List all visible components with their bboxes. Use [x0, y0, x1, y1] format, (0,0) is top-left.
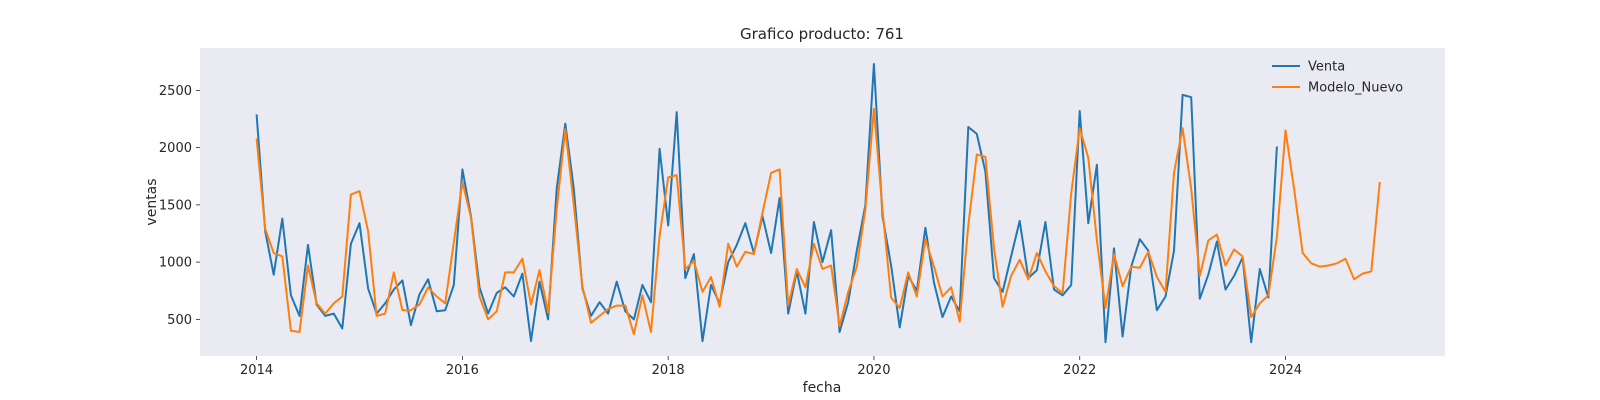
legend-entry: Modelo_Nuevo [1308, 81, 1403, 96]
x-tick-label: 2024 [1269, 363, 1302, 378]
x-tick-label: 2020 [857, 363, 890, 378]
x-tick-label: 2014 [240, 363, 273, 378]
x-tick-label: 2022 [1063, 363, 1096, 378]
y-tick-label: 2500 [159, 84, 192, 99]
y-tick-label: 1000 [159, 256, 192, 271]
y-tick-label: 2000 [159, 141, 192, 156]
x-axis-ticks: 2014 2016 2018 2020 2022 2024 [240, 356, 1302, 378]
legend-entry: Venta [1308, 60, 1345, 75]
series-line-venta [255, 63, 1278, 344]
legend: Venta Modelo_Nuevo [1272, 60, 1403, 96]
series-line-modelo-nuevo [255, 107, 1381, 336]
x-tick-label: 2016 [446, 363, 479, 378]
x-tick-label: 2018 [652, 363, 685, 378]
y-axis-ticks: 500 1000 1500 2000 2500 [159, 84, 200, 328]
y-tick-label: 1500 [159, 198, 192, 213]
y-axis-label: ventas [144, 178, 160, 225]
x-axis-label: fecha [803, 380, 842, 396]
chart-title: Grafico producto: 761 [740, 25, 904, 43]
series-lines [255, 63, 1381, 344]
y-tick-label: 500 [167, 313, 192, 328]
